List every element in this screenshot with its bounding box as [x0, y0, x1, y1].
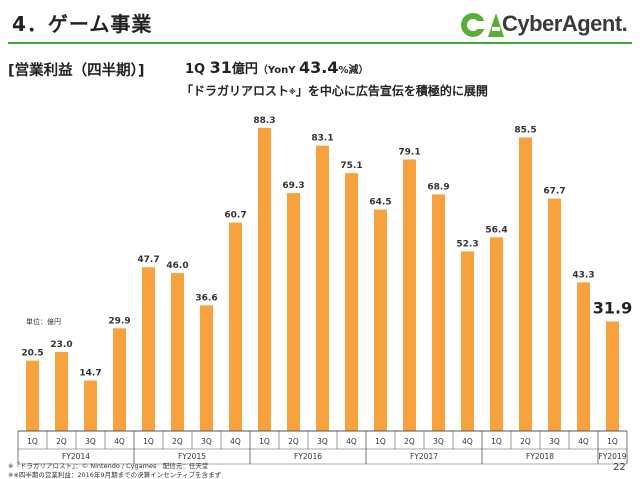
tick-label-1: 2Q: [56, 437, 67, 446]
data-label-7: 60.7: [224, 211, 246, 221]
data-label-8: 88.3: [253, 116, 275, 126]
data-label-2: 14.7: [79, 369, 101, 379]
tick-label-15: 4Q: [462, 437, 473, 446]
section-label: [営業利益（四半期）]: [8, 63, 145, 79]
bar-10: [316, 145, 329, 431]
bar-19: [577, 282, 590, 431]
group-label-0: FY2014: [62, 452, 90, 461]
footnote-1: ※「ドラガリアロスト」：© Nintendo / Cygames 配信元：任天堂: [8, 462, 209, 470]
data-label-11: 75.1: [340, 161, 362, 171]
headline-yony-suffix: %減）: [338, 65, 369, 76]
data-label-18: 67.7: [543, 187, 565, 197]
title-divider: [8, 42, 632, 44]
data-label-16: 56.4: [485, 225, 507, 235]
tick-label-16: 1Q: [491, 437, 502, 446]
group-label-1: FY2015: [178, 452, 206, 461]
data-label-4: 47.7: [137, 255, 159, 265]
bar-15: [461, 251, 474, 431]
bar-9: [287, 193, 300, 431]
data-label-13: 79.1: [398, 147, 420, 157]
footnote-2: ※※四半期の営業利益：2016年9月期までの決算インセンティブを含まず: [8, 471, 222, 479]
bar-14: [432, 194, 445, 431]
headline-detail-main: 「ドラガリアロスト: [181, 84, 290, 98]
headline-value: 31: [209, 58, 232, 77]
bar-11: [345, 173, 358, 431]
data-label-14: 68.9: [427, 182, 449, 192]
bar-4: [142, 267, 155, 431]
tick-label-5: 2Q: [172, 437, 183, 446]
data-label-5: 46.0: [166, 261, 188, 271]
headline-summary: 1Q 31億円（YonY 43.4%減）: [185, 58, 368, 77]
headline-yony-open: （YonY: [257, 65, 299, 76]
group-label-2: FY2016: [294, 452, 322, 461]
headline-detail-rest: 」を中心に広告宣伝を積極的に展開: [295, 84, 488, 98]
data-label-3: 29.9: [108, 316, 130, 326]
tick-label-7: 4Q: [230, 437, 241, 446]
tick-label-18: 3Q: [549, 437, 560, 446]
bar-13: [403, 159, 416, 431]
data-label-9: 69.3: [282, 181, 304, 191]
bar-17: [519, 137, 532, 431]
bar-3: [113, 328, 126, 431]
data-label-17: 85.5: [514, 125, 536, 135]
headline-detail-mark: ※: [289, 88, 296, 96]
tick-label-20: 1Q: [607, 437, 618, 446]
bar-1: [55, 352, 68, 431]
data-label-15: 52.3: [456, 239, 478, 249]
tick-label-17: 2Q: [520, 437, 531, 446]
data-label-20: 31.9: [593, 298, 632, 317]
bar-20: [606, 321, 619, 431]
tick-label-8: 1Q: [259, 437, 270, 446]
tick-label-11: 4Q: [346, 437, 357, 446]
headline-quarter: 1Q: [185, 62, 210, 77]
tick-label-19: 4Q: [578, 437, 589, 446]
page-title: 4．ゲーム事業: [12, 12, 153, 36]
bar-12: [374, 209, 387, 431]
tick-label-9: 2Q: [288, 437, 299, 446]
logo-text: CyberAgent.: [502, 11, 628, 36]
tick-label-13: 2Q: [404, 437, 415, 446]
group-label-4: FY2018: [526, 452, 554, 461]
bar-5: [171, 273, 184, 431]
tick-label-12: 1Q: [375, 437, 386, 446]
headline-unit: 億円: [231, 62, 258, 77]
tick-label-4: 1Q: [143, 437, 154, 446]
tick-label-0: 1Q: [27, 437, 38, 446]
data-label-0: 20.5: [21, 349, 43, 359]
headline-detail: 「ドラガリアロスト※」を中心に広告宣伝を積極的に展開: [181, 82, 488, 99]
data-label-10: 83.1: [311, 134, 333, 144]
group-label-5: FY2019: [599, 452, 627, 461]
headline-yony-value: 43.4: [298, 58, 339, 77]
data-label-12: 64.5: [369, 198, 391, 208]
tick-label-10: 3Q: [317, 437, 328, 446]
tick-label-6: 3Q: [201, 437, 212, 446]
bar-2: [84, 380, 97, 431]
tick-label-2: 3Q: [85, 437, 96, 446]
tick-label-14: 3Q: [433, 437, 444, 446]
data-label-6: 36.6: [195, 293, 217, 303]
bar-8: [258, 127, 271, 431]
ca-logo-icon: [461, 13, 504, 37]
bar-0: [26, 360, 39, 431]
bar-16: [490, 237, 503, 431]
data-label-1: 23.0: [50, 340, 72, 350]
unit-label: 単位：億円: [26, 318, 61, 326]
group-label-3: FY2017: [410, 452, 438, 461]
bar-18: [548, 198, 561, 431]
bar-7: [229, 222, 242, 431]
bar-6: [200, 305, 213, 431]
page-number: 22: [613, 462, 626, 473]
data-label-19: 43.3: [572, 270, 594, 280]
tick-label-3: 4Q: [114, 437, 125, 446]
